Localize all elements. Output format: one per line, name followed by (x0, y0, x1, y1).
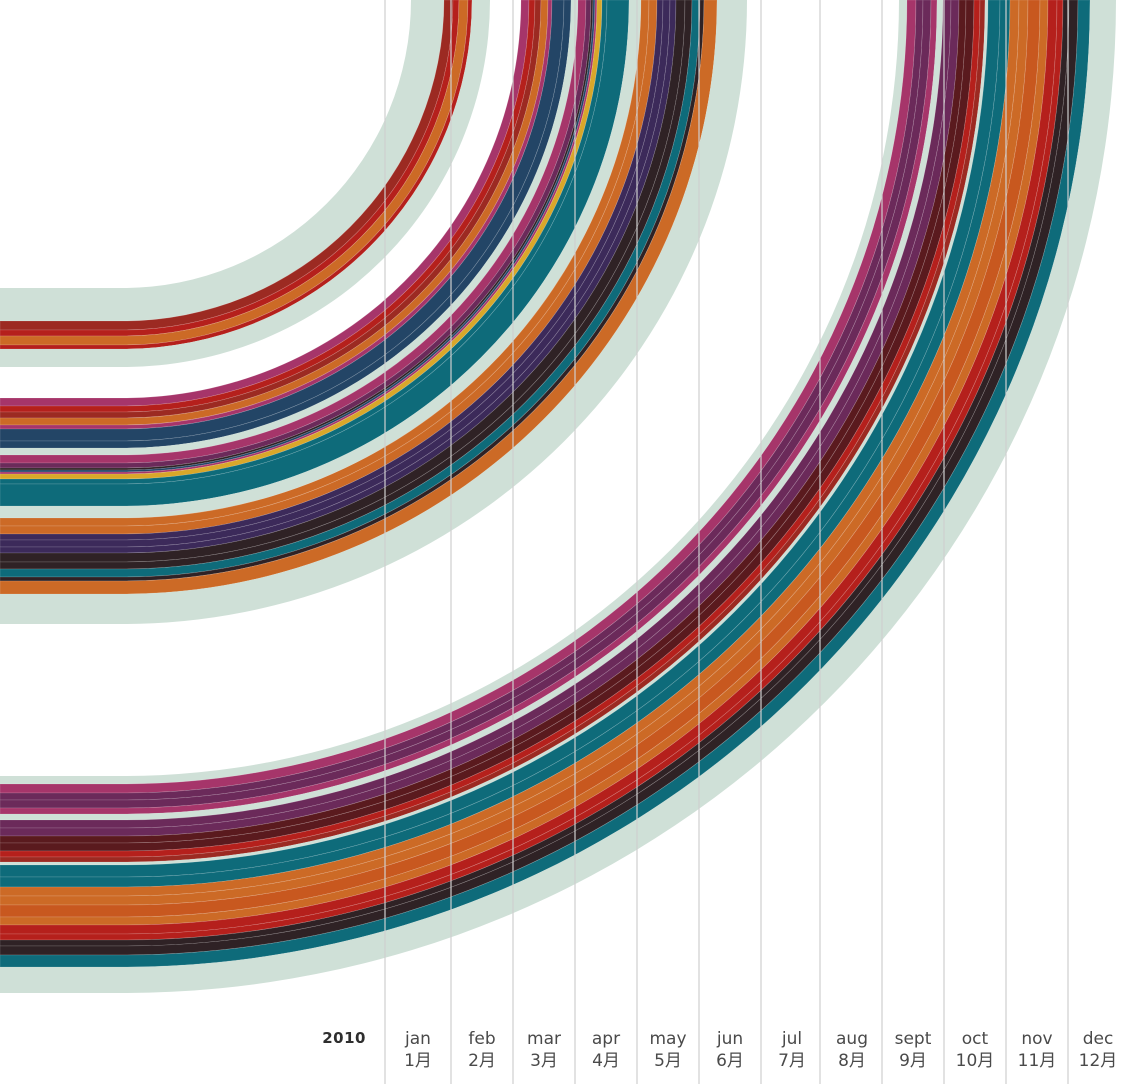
month-gridlines (384, 0, 1069, 1084)
month-label-en: may (649, 1029, 686, 1049)
stream-band (0, 0, 473, 350)
stream-band (0, 0, 1079, 956)
stream-band (0, 0, 542, 419)
stream-band (0, 0, 1058, 935)
stream-band (0, 0, 718, 595)
month-label-en: jan (404, 1029, 431, 1049)
month-label-zh: 4月 (592, 1051, 620, 1071)
month-label-zh: 2月 (468, 1051, 496, 1071)
month-label-en: jun (716, 1029, 743, 1049)
stream-band (0, 0, 686, 563)
month-label-zh: 10月 (956, 1051, 995, 1071)
stream-band (0, 0, 705, 582)
month-label-en: oct (962, 1029, 989, 1049)
month-label-en: nov (1021, 1029, 1052, 1049)
stream-band (0, 0, 444, 321)
month-label-en: apr (592, 1029, 620, 1049)
stream-band (0, 0, 967, 844)
stream-group-2 (0, 0, 747, 624)
month-label-zh: 9月 (899, 1051, 927, 1071)
stream-band (0, 0, 932, 809)
stream-band (0, 0, 960, 837)
month-label-en: feb (468, 1029, 495, 1049)
month-label-zh: 7月 (778, 1051, 806, 1071)
month-label-en: jul (781, 1029, 802, 1049)
month-label-zh: 3月 (530, 1051, 558, 1071)
stream-group-1 (0, 0, 490, 367)
month-label-zh: 12月 (1079, 1051, 1118, 1071)
month-label-zh: 8月 (838, 1051, 866, 1071)
stream-band (0, 0, 549, 426)
month-label-zh: 6月 (716, 1051, 744, 1071)
month-label-zh: 1月 (404, 1051, 432, 1071)
month-label-en: mar (527, 1029, 561, 1049)
label-strip-background (0, 1028, 1129, 1084)
month-label-en: sept (895, 1029, 932, 1049)
month-label-zh: 5月 (654, 1051, 682, 1071)
stream-band (0, 0, 565, 442)
month-label-en: aug (836, 1029, 868, 1049)
stream-band (0, 0, 1020, 897)
month-label-en: dec (1083, 1029, 1114, 1049)
year-label: 2010 (322, 1029, 366, 1047)
stream-band (0, 0, 1029, 906)
stream-band (0, 0, 608, 485)
stream-band (0, 0, 1049, 926)
stream-band (0, 0, 1041, 918)
stream-band (0, 0, 1070, 947)
stream-band (0, 0, 693, 570)
stream-band (0, 0, 924, 801)
month-label-zh: 11月 (1018, 1051, 1057, 1071)
stream-band (0, 0, 603, 480)
stream-band (0, 0, 572, 449)
